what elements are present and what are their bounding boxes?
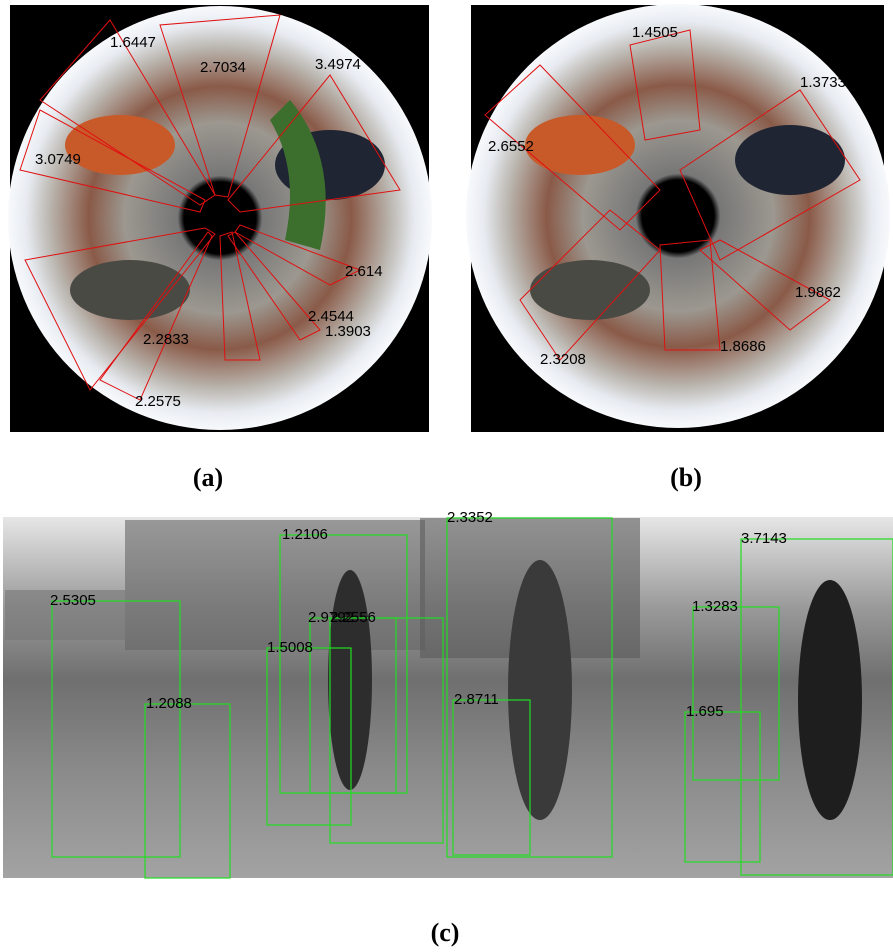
detection-score: 3.4974 bbox=[315, 56, 361, 73]
person bbox=[70, 260, 190, 320]
detection-score: 3.0749 bbox=[35, 151, 81, 168]
person bbox=[328, 570, 372, 790]
detection-score: 2.2833 bbox=[143, 331, 189, 348]
detection-score: 2.3352 bbox=[447, 509, 493, 526]
detection-score: 3.7143 bbox=[741, 530, 787, 547]
detection-score: 2.5305 bbox=[50, 592, 96, 609]
panel-caption: (b) bbox=[670, 463, 702, 492]
person bbox=[508, 560, 572, 820]
detection-score: 2.3208 bbox=[540, 351, 586, 368]
person bbox=[530, 260, 650, 320]
detection-score: 1.9862 bbox=[795, 284, 841, 301]
detection-score: 1.5008 bbox=[267, 639, 313, 656]
detection-score: 2.2575 bbox=[135, 393, 181, 410]
person bbox=[65, 115, 175, 175]
detection-score: 1.2106 bbox=[282, 526, 328, 543]
detection-score: 1.8686 bbox=[720, 338, 766, 355]
person bbox=[735, 125, 845, 195]
detection-score: 2.6552 bbox=[488, 138, 534, 155]
detection-score: 1.695 bbox=[686, 703, 724, 720]
panel-b: 1.4505 1.3733 2.6552 1.9862 1.8686 2.320… bbox=[466, 4, 890, 432]
detection-score: 1.3903 bbox=[325, 323, 371, 340]
person bbox=[525, 115, 635, 175]
detection-score: 1.3733 bbox=[800, 74, 846, 91]
detection-score: 1.4505 bbox=[632, 24, 678, 41]
panel-a: 1.6447 2.7034 3.4974 3.0749 2.614 2.4544… bbox=[8, 5, 432, 432]
figure: 1.6447 2.7034 3.4974 3.0749 2.614 2.4544… bbox=[0, 0, 893, 952]
building bbox=[125, 520, 425, 650]
panel-caption: (c) bbox=[431, 918, 460, 947]
fisheye-image bbox=[466, 4, 890, 428]
detection-score: 2.2556 bbox=[330, 609, 376, 626]
detection-score: 2.614 bbox=[345, 263, 383, 280]
detection-score: 2.7034 bbox=[200, 59, 246, 76]
panel-c: 2.5305 1.2106 2.3352 3.7143 2.9792 2.255… bbox=[3, 509, 893, 878]
panel-caption: (a) bbox=[193, 463, 223, 492]
detection-score: 2.8711 bbox=[454, 691, 499, 708]
detection-score: 1.2088 bbox=[146, 695, 192, 712]
detection-score: 1.6447 bbox=[110, 34, 156, 51]
detection-score: 1.3283 bbox=[692, 598, 738, 615]
person bbox=[798, 580, 862, 820]
